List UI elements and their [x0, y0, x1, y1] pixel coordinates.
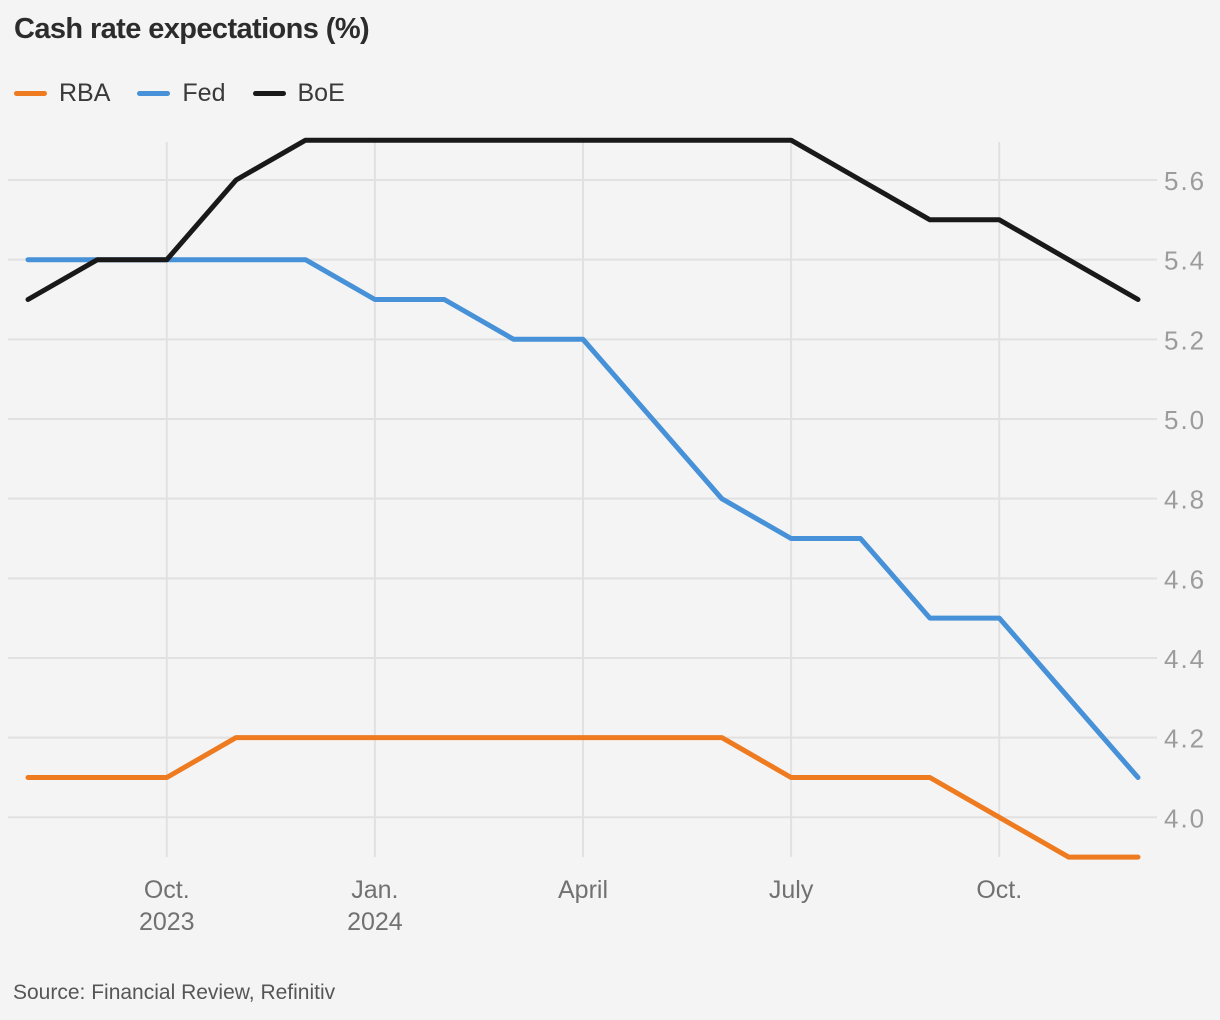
svg-text:4.8: 4.8: [1164, 485, 1206, 515]
legend-item-rba: RBA: [14, 79, 110, 108]
svg-text:2024: 2024: [347, 908, 403, 936]
svg-text:5.6: 5.6: [1164, 166, 1206, 196]
rba-line-swatch-icon: [14, 91, 47, 96]
legend-label-rba: RBA: [59, 79, 111, 107]
source-note: Source: Financial Review, Refinitiv: [13, 981, 336, 1004]
svg-text:Oct.: Oct.: [976, 876, 1022, 904]
svg-text:Jan.: Jan.: [351, 876, 398, 904]
fed-line-swatch-icon: [137, 91, 171, 96]
svg-text:2023: 2023: [139, 908, 195, 936]
legend-item-fed: Fed: [137, 79, 226, 108]
svg-text:5.2: 5.2: [1164, 325, 1206, 355]
legend: RBA Fed BoE: [14, 79, 345, 108]
svg-text:Oct.: Oct.: [144, 876, 190, 904]
svg-text:5.4: 5.4: [1164, 246, 1206, 276]
legend-label-boe: BoE: [297, 79, 345, 107]
legend-item-boe: BoE: [252, 79, 345, 108]
svg-text:April: April: [558, 876, 608, 904]
svg-text:4.0: 4.0: [1164, 803, 1206, 833]
svg-text:4.6: 4.6: [1164, 564, 1206, 594]
svg-text:4.4: 4.4: [1164, 644, 1206, 674]
boe-line-swatch-icon: [252, 91, 286, 96]
svg-text:5.0: 5.0: [1164, 405, 1206, 435]
legend-label-fed: Fed: [182, 79, 226, 107]
svg-text:July: July: [769, 876, 814, 904]
svg-text:4.2: 4.2: [1164, 724, 1206, 754]
chart-title: Cash rate expectations (%): [14, 13, 370, 45]
